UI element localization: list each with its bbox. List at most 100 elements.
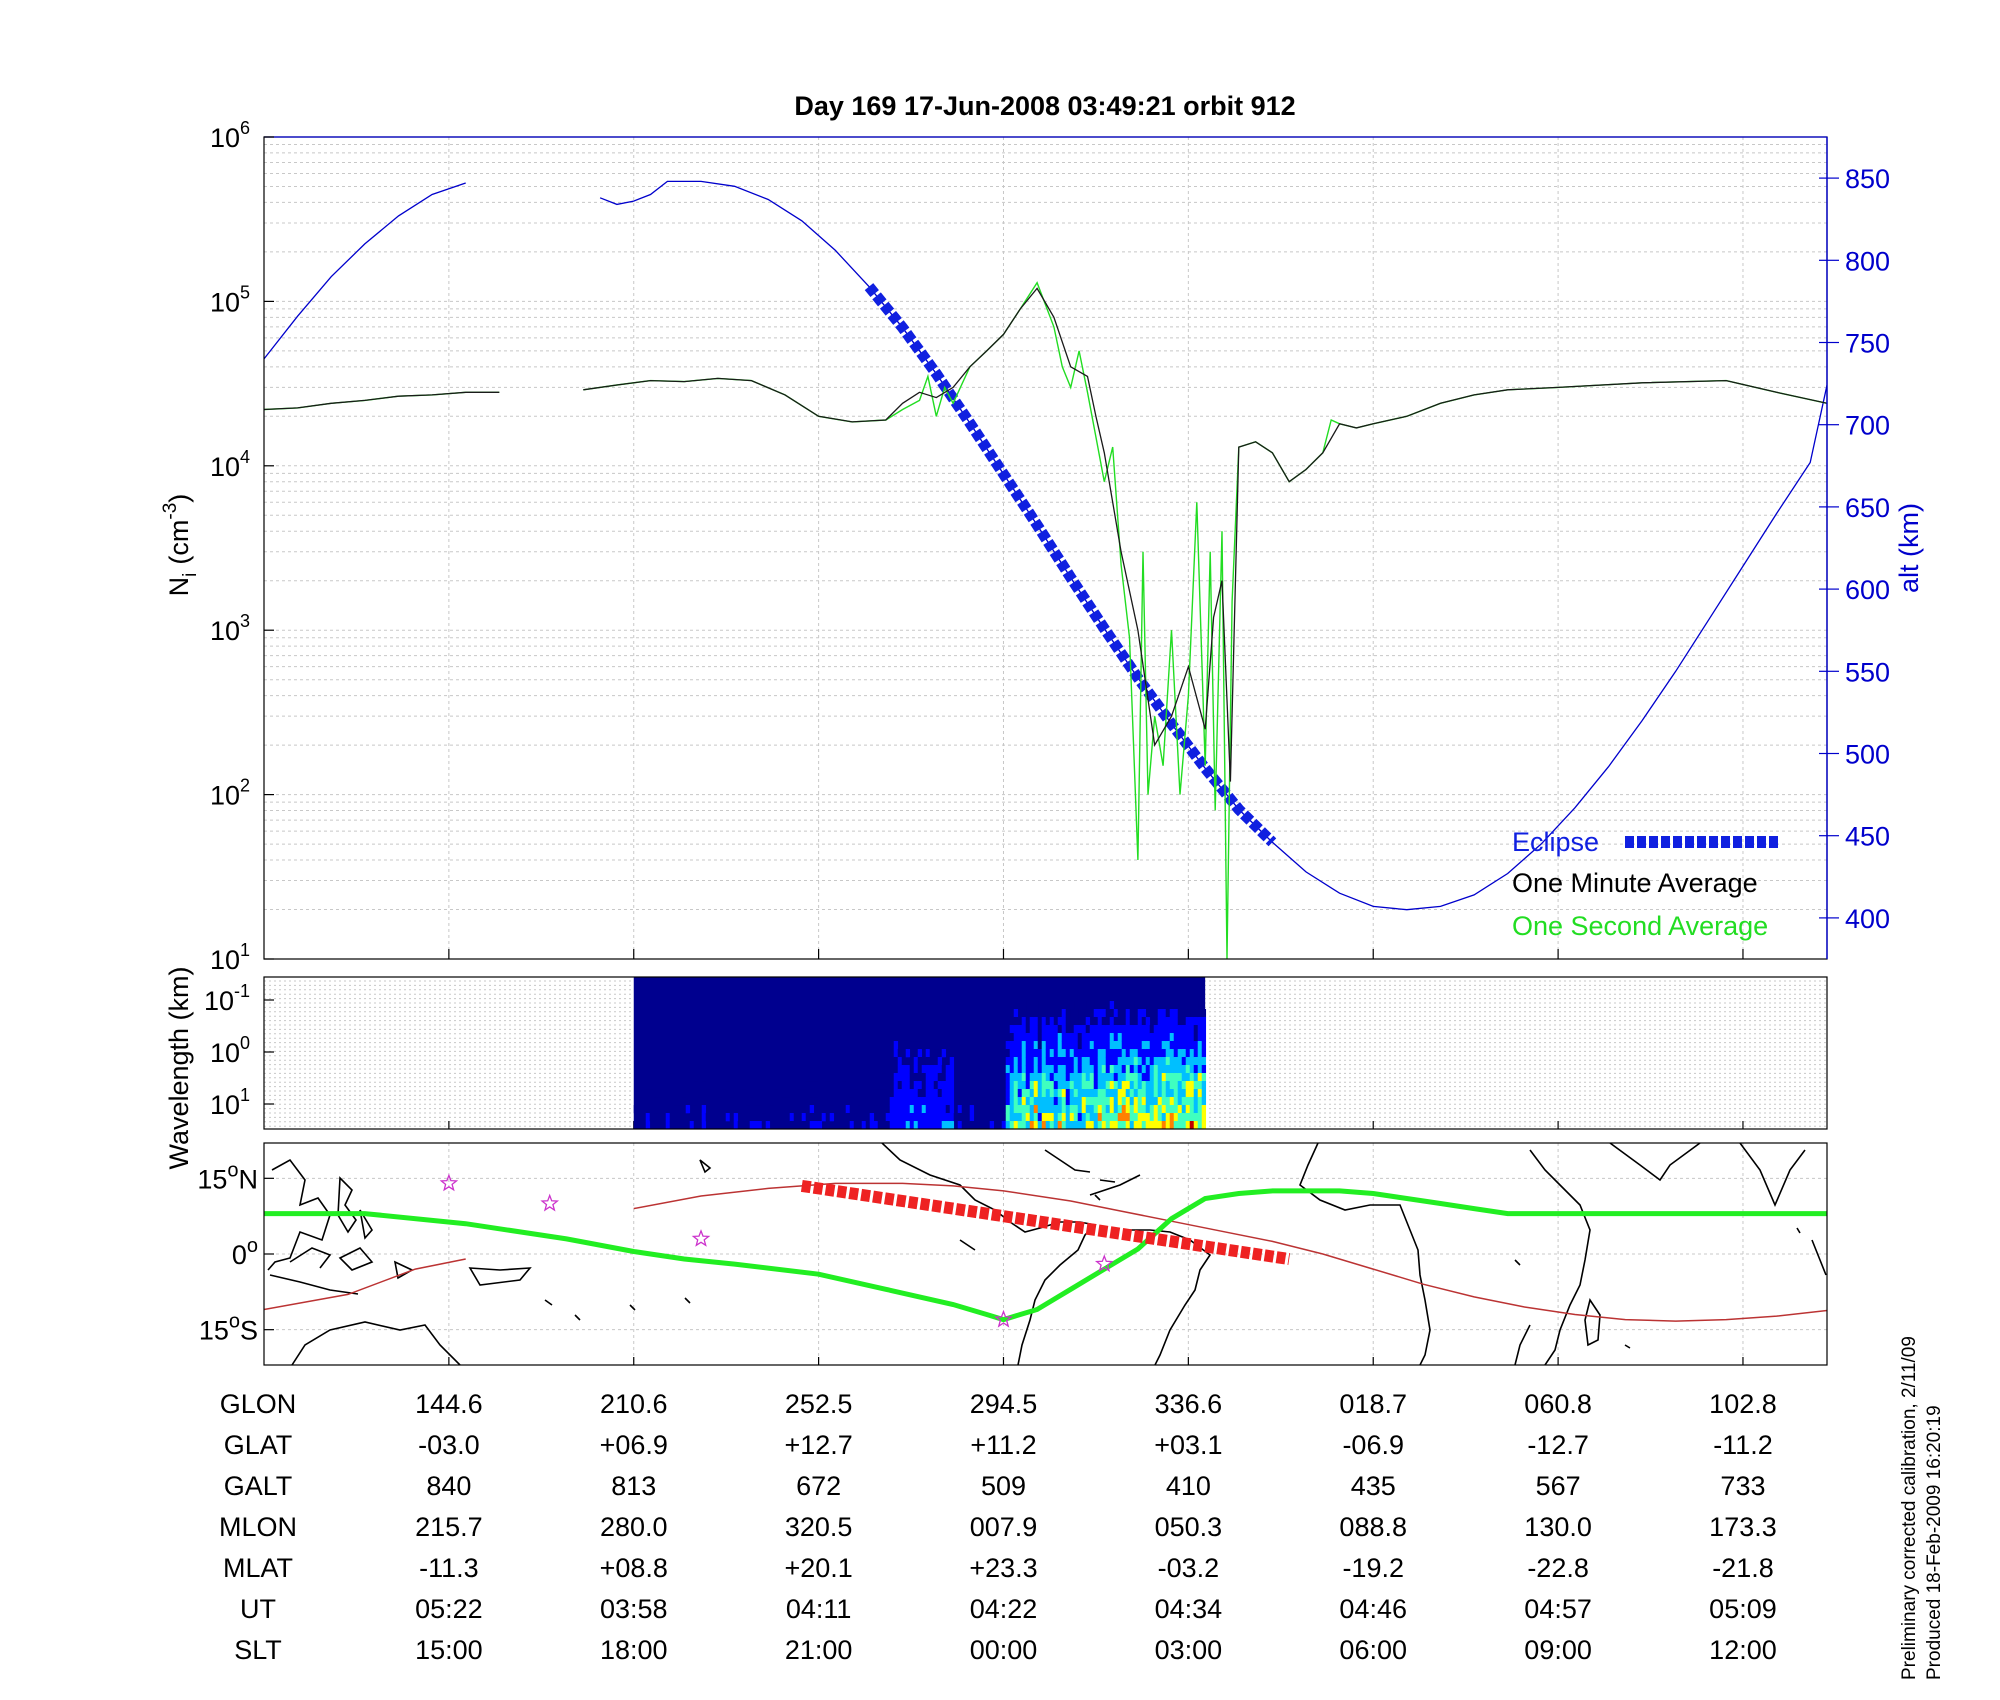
spectrogram-cell — [1117, 1105, 1123, 1114]
spectrogram-cell — [1189, 1105, 1195, 1114]
table-cell: 03:58 — [600, 1594, 668, 1624]
spectrogram-cell — [721, 1097, 727, 1106]
spectrogram-cell — [1121, 1121, 1127, 1129]
altitude-y-tick-label: 550 — [1845, 657, 1890, 687]
spectrogram-data — [633, 977, 1207, 1129]
spectrogram-cell — [1009, 1097, 1015, 1106]
table-cell: 018.7 — [1339, 1389, 1407, 1419]
table-cell: 03:00 — [1155, 1635, 1223, 1665]
spectrogram-cell — [1069, 1121, 1075, 1129]
spectrogram-cell — [825, 1113, 831, 1122]
spectrogram-cell — [929, 1089, 935, 1098]
spectrogram-cell — [1081, 1089, 1087, 1098]
spectrogram-cell — [913, 1065, 919, 1074]
spectrogram-cell — [1065, 1049, 1071, 1058]
spectrogram-cell — [1009, 1017, 1015, 1026]
spectrogram-cell — [1093, 1121, 1099, 1129]
spectrogram-cell — [1065, 1097, 1071, 1106]
spectrogram-cell — [1153, 1057, 1159, 1066]
spectrogram-cell — [1033, 1065, 1039, 1074]
spectrogram-cell — [1085, 1033, 1091, 1042]
spectrogram-cell — [1061, 1009, 1067, 1018]
spectrogram-cell — [1113, 1121, 1119, 1129]
spectrogram-cell — [945, 1057, 951, 1066]
table-cell: 320.5 — [785, 1512, 853, 1542]
spectrogram-cell — [797, 1097, 803, 1106]
spectrogram-cell — [889, 1073, 895, 1082]
spectrogram-cell — [985, 1097, 991, 1106]
table-cell: 672 — [796, 1471, 841, 1501]
spectrogram-cell — [709, 1121, 715, 1129]
spectrogram-cell — [1157, 1105, 1163, 1114]
spectrogram-cell — [1093, 1025, 1099, 1034]
spectrogram-cell — [909, 1057, 915, 1066]
spectrogram-cell — [1069, 1089, 1075, 1098]
spectrogram-cell — [913, 1073, 919, 1082]
spectrogram-cell — [1101, 1081, 1107, 1090]
spectrogram-cell — [841, 1105, 847, 1114]
spectrogram-cell — [1005, 1097, 1011, 1106]
table-cell: 12:00 — [1709, 1635, 1777, 1665]
spectrogram-cell — [1181, 1025, 1187, 1034]
spectrogram-cell — [1145, 1033, 1151, 1042]
spectrogram-cell — [725, 1073, 731, 1082]
spectrogram-cell — [1093, 1057, 1099, 1066]
spectrogram-cell — [1085, 1121, 1091, 1129]
coastline-indonesia — [269, 1247, 532, 1295]
spectrogram-cell — [957, 1073, 963, 1082]
spectrogram-cell — [893, 1033, 899, 1042]
spectrogram-cell — [1077, 1081, 1083, 1090]
spectrogram-cell — [1069, 1001, 1075, 1010]
spectrogram-cell — [1133, 1121, 1139, 1129]
table-cell: +08.8 — [600, 1553, 668, 1583]
spectrogram-cell — [709, 1105, 715, 1114]
spectrogram-cell — [985, 1081, 991, 1090]
spectrogram-cell — [701, 1065, 707, 1074]
spectrogram-cell — [873, 1081, 879, 1090]
spectrogram-cell — [1053, 1065, 1059, 1074]
spectrogram-cell — [1113, 1081, 1119, 1090]
spectrogram-cell — [1197, 1105, 1203, 1114]
orbit-parameter-table: GLON GLAT GALT MLON MLAT UT SLT 144.6 -03.0 840 21… — [219, 1389, 1777, 1665]
spectrogram-cell — [929, 1025, 935, 1034]
spectrogram-cell — [1073, 1017, 1079, 1026]
spectrogram-cell — [1105, 1057, 1111, 1066]
spectrogram-cell — [1101, 1033, 1107, 1042]
spectrogram-cell — [1137, 1009, 1143, 1018]
spectrogram-cell — [681, 1089, 687, 1098]
spectrogram-cell — [1093, 1009, 1099, 1018]
spectrogram-axes-box — [263, 976, 1828, 1130]
spectrogram-cell — [1165, 1105, 1171, 1114]
table-cell: 840 — [426, 1471, 471, 1501]
spectrogram-cell — [1173, 1089, 1179, 1098]
spectrogram-cell — [1101, 1049, 1107, 1058]
spectrogram-cell — [917, 1121, 923, 1129]
spectrogram-cell — [641, 1105, 647, 1114]
spectrogram-cell — [1189, 1001, 1195, 1010]
spectrogram-cell — [1169, 1057, 1175, 1066]
coastline-caribbean — [1044, 1149, 1116, 1201]
spectrogram-cell — [1125, 1009, 1131, 1018]
spectrogram-cell — [957, 1105, 963, 1114]
spectrogram-cell — [1197, 1065, 1203, 1074]
spectrogram-cell — [657, 1121, 663, 1129]
spectrogram-cell — [789, 1113, 795, 1122]
spectrogram-cell — [1085, 1073, 1091, 1082]
spectrogram-cell — [1073, 1105, 1079, 1114]
spectrogram-cell — [1097, 1097, 1103, 1106]
spectrogram-cell — [1133, 1073, 1139, 1082]
spectrogram-cell — [1041, 1081, 1047, 1090]
spectrogram-cell — [1157, 1113, 1163, 1122]
spectrogram-cell — [1089, 1057, 1095, 1066]
spectrogram-cell — [1181, 1073, 1187, 1082]
ground-track-eclipse-series — [800, 1179, 1291, 1265]
spectrogram-cell — [1161, 1033, 1167, 1042]
spectrogram-cell — [1049, 1009, 1055, 1018]
spectrogram-cell — [1181, 1105, 1187, 1114]
spectrogram-cell — [1097, 1081, 1103, 1090]
spectrogram-cell — [773, 1113, 779, 1122]
spectrogram-cell — [909, 1097, 915, 1106]
spectrogram-cell — [1061, 1049, 1067, 1058]
spectrogram-cell — [1073, 1033, 1079, 1042]
spectrogram-cell — [1141, 1001, 1147, 1010]
